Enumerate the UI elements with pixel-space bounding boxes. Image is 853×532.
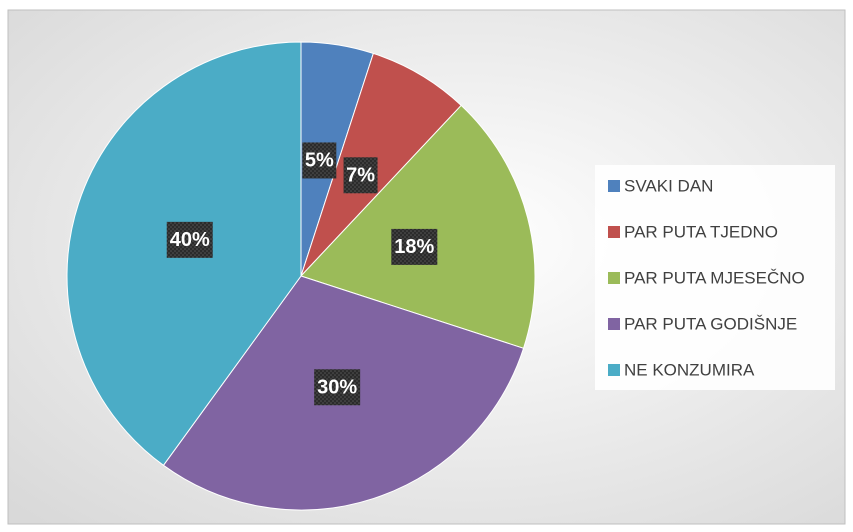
legend-label: PAR PUTA MJESEČNO [624,268,805,287]
data-label: 7% [346,165,375,187]
legend-label: PAR PUTA TJEDNO [624,222,778,241]
legend-swatch [608,318,620,330]
legend-label: PAR PUTA GODIŠNJE [624,314,797,333]
legend: SVAKI DAN PAR PUTA TJEDNO PAR PUTA MJESEČN… [608,176,805,379]
data-label: 5% [305,150,334,172]
data-label: 40% [170,229,210,251]
pie-slice [300,104,536,349]
legend-box [595,165,835,390]
legend-swatch [608,226,620,238]
legend-label: SVAKI DAN [624,176,713,195]
pie [66,41,536,511]
legend-swatch [608,364,620,376]
data-label: 18% [394,236,434,258]
pie-slice [300,52,462,277]
data-label-box [314,369,361,406]
data-label-box [302,142,337,179]
legend-swatch [608,180,620,192]
data-label-box [343,157,378,194]
data-label-box [391,228,438,265]
legend-swatch [608,272,620,284]
data-labels: 5% 7% 18% 30% 40% [166,142,438,406]
data-label: 30% [317,377,357,399]
legend-label: NE KONZUMIRA [624,360,755,379]
data-label-box [166,221,213,258]
